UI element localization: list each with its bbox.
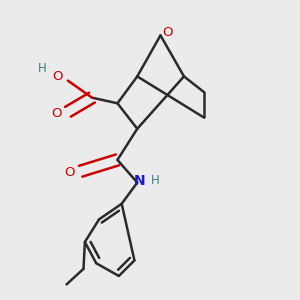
Text: H: H bbox=[151, 174, 160, 187]
Text: O: O bbox=[51, 107, 62, 120]
Text: N: N bbox=[134, 174, 145, 188]
Text: O: O bbox=[64, 166, 75, 179]
Text: O: O bbox=[162, 26, 173, 39]
Text: O: O bbox=[52, 70, 62, 83]
Text: H: H bbox=[38, 62, 47, 75]
